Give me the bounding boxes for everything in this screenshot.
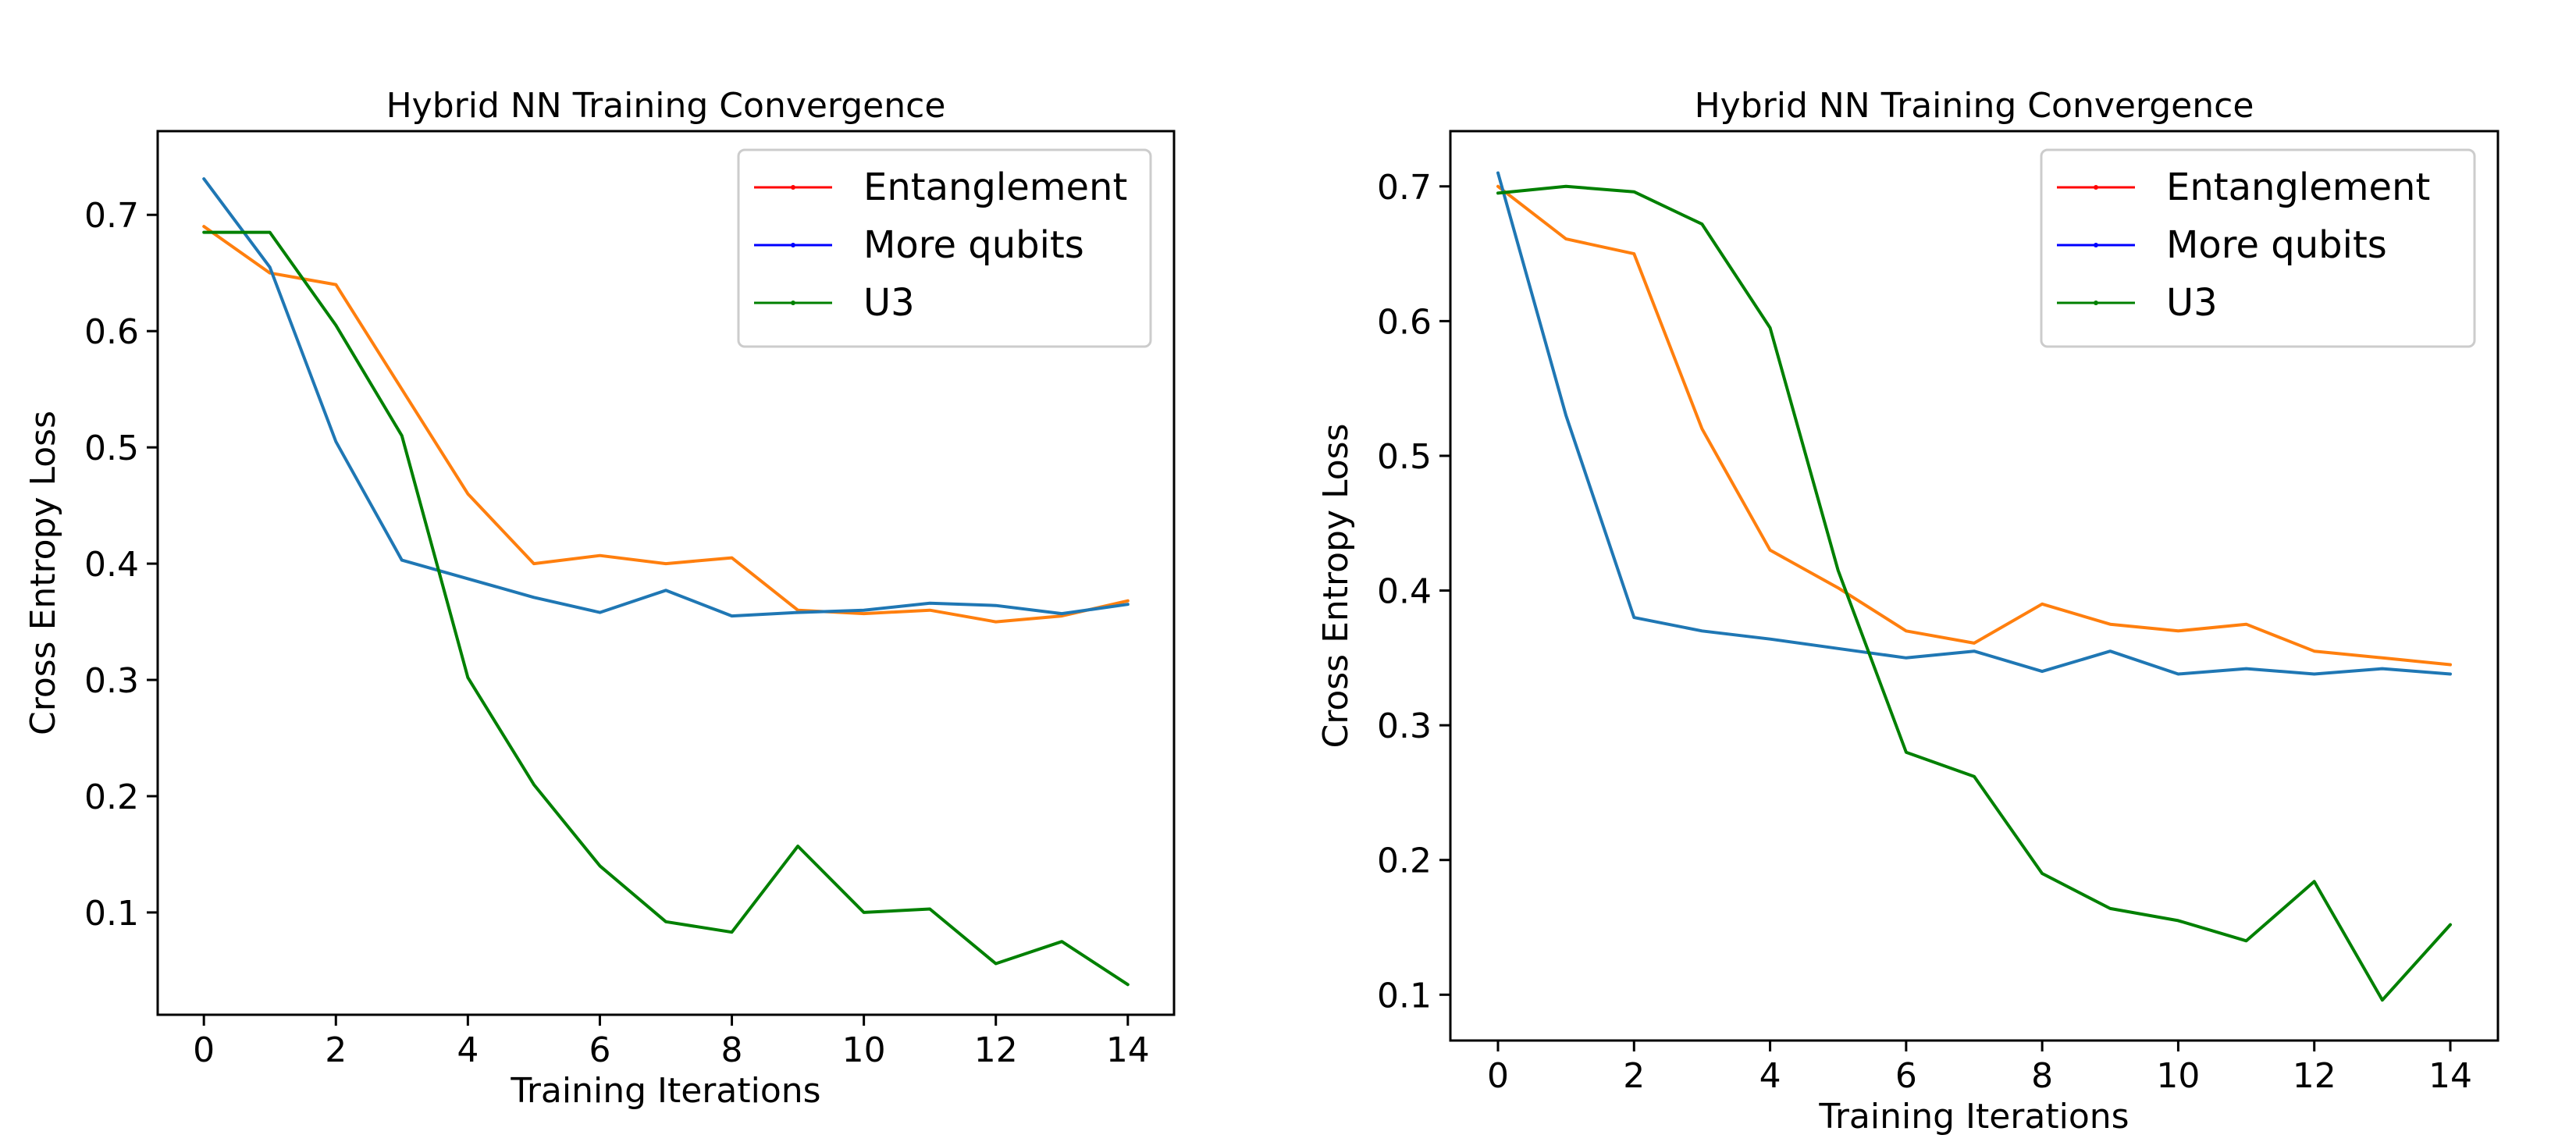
y-axis-label: Cross Entropy Loss	[23, 411, 63, 735]
y-tick-label: 0.3	[1377, 706, 1432, 746]
legend-box	[737, 148, 1152, 348]
x-axis-label: Training Iterations	[1818, 1097, 2129, 1137]
x-tick-label: 6	[1895, 1056, 1917, 1096]
x-axis-label: Training Iterations	[510, 1071, 820, 1111]
series-line-entanglement	[202, 225, 1130, 624]
x-tick-label: 10	[2156, 1056, 2200, 1096]
legend-label: More qubits	[2166, 223, 2387, 267]
legend: Entanglement More qubits U3	[737, 148, 1152, 348]
y-tick-label: 0.3	[84, 661, 139, 701]
y-tick-label: 0.7	[1377, 168, 1432, 208]
chart-title: Hybrid NN Training Convergence	[386, 86, 946, 126]
chart-1: 0 2 4 6 8 10 12 14 0.1 0.2 0.3 0.4 0.5 0.6 0.7 Hybrid N…	[23, 86, 1176, 1111]
series-line-more-qubits	[202, 177, 1130, 618]
y-axis-label: Cross Entropy Loss	[1316, 423, 1356, 748]
y-tick-label: 0.7	[84, 196, 139, 236]
x-tick-label: 8	[2031, 1056, 2053, 1096]
x-tick-label: 4	[1759, 1056, 1781, 1096]
legend-label: U3	[2166, 281, 2218, 325]
series-line-u3	[1496, 184, 2452, 1002]
legend-label: U3	[863, 281, 915, 325]
y-tick-label: 0.5	[1377, 437, 1432, 477]
legend-box	[2040, 148, 2476, 348]
legend-marker	[2094, 185, 2098, 190]
x-tick-label: 14	[2428, 1056, 2472, 1096]
legend-label: Entanglement	[2166, 165, 2430, 209]
series-line-more-qubits	[1496, 171, 2452, 676]
series-line-u3	[202, 230, 1130, 987]
plot-frame	[1449, 130, 2500, 1042]
legend-marker	[791, 301, 795, 305]
series-line-entanglement	[1496, 184, 2452, 667]
y-tick-label: 0.6	[84, 312, 139, 352]
plot-frame	[156, 130, 1176, 1016]
x-tick-label: 10	[842, 1030, 886, 1070]
x-tick-label: 12	[2293, 1056, 2336, 1096]
legend: Entanglement More qubits U3	[2040, 148, 2476, 348]
legend-marker	[2094, 243, 2098, 247]
y-tick-label: 0.6	[1377, 302, 1432, 342]
legend-label: More qubits	[863, 223, 1084, 267]
legend-marker	[791, 185, 795, 190]
x-tick-label: 6	[589, 1030, 610, 1070]
chart-2: 0 2 4 6 8 10 12 14 0.1 0.2 0.3 0.4 0.5 0.6 0.7 Hybrid N…	[1316, 86, 2500, 1137]
x-tick-label: 14	[1106, 1030, 1150, 1070]
x-tick-label: 4	[457, 1030, 479, 1070]
y-tick-label: 0.4	[84, 545, 139, 585]
legend-marker	[791, 243, 795, 247]
x-tick-label: 0	[193, 1030, 215, 1070]
x-tick-label: 2	[325, 1030, 347, 1070]
y-tick-label: 0.1	[1377, 976, 1432, 1016]
y-tick-label: 0.2	[1377, 841, 1432, 881]
x-tick-label: 2	[1623, 1056, 1645, 1096]
x-tick-label: 8	[721, 1030, 743, 1070]
y-tick-label: 0.5	[84, 429, 139, 468]
y-tick-label: 0.4	[1377, 572, 1432, 612]
legend-marker	[2094, 301, 2098, 305]
legend-label: Entanglement	[863, 165, 1127, 209]
y-tick-label: 0.1	[84, 894, 139, 934]
x-tick-label: 0	[1487, 1056, 1509, 1096]
x-tick-label: 12	[974, 1030, 1018, 1070]
chart-title: Hybrid NN Training Convergence	[1695, 86, 2254, 126]
y-tick-label: 0.2	[84, 777, 139, 817]
